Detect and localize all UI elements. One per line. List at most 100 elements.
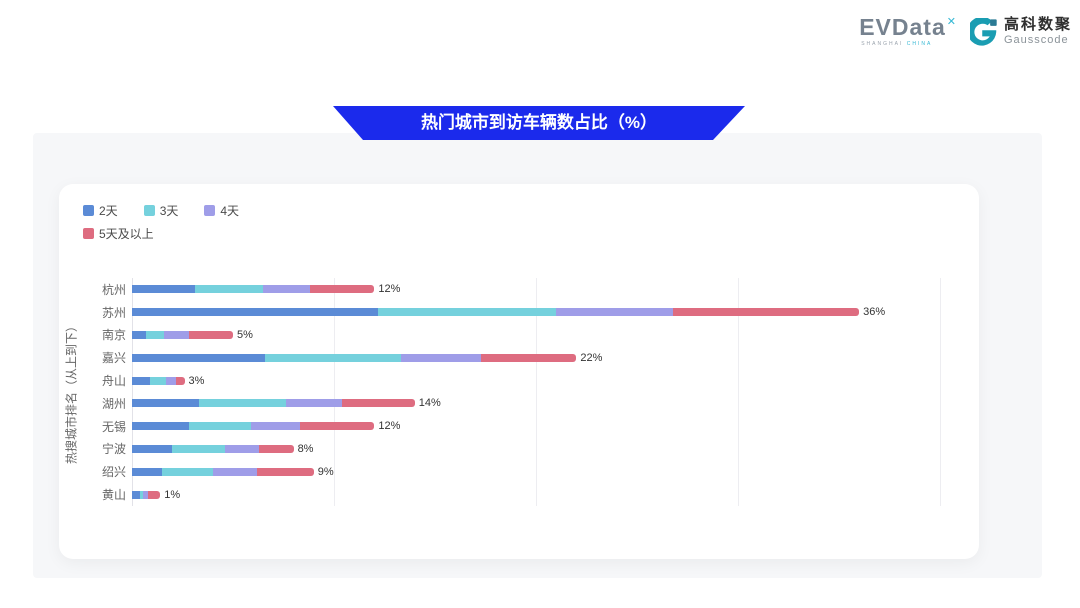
bar-segment-2天 bbox=[132, 353, 266, 362]
evdata-x-icon: ✕ bbox=[946, 16, 956, 28]
total-value-label: 1% bbox=[164, 488, 181, 501]
legend-item-5天及以上[interactable]: 5天及以上 bbox=[83, 225, 154, 242]
bar-segment-2天 bbox=[132, 308, 379, 317]
stacked-bar bbox=[132, 444, 294, 453]
evdata-text: EVData bbox=[859, 14, 946, 40]
chart-row-绍兴: 绍兴 9% bbox=[102, 460, 968, 483]
category-label: 苏州 bbox=[101, 305, 126, 320]
bar-segment-3天 bbox=[198, 399, 286, 408]
bar-segment-4天 bbox=[251, 422, 300, 431]
total-value-label: 12% bbox=[378, 420, 401, 433]
stacked-bar bbox=[132, 399, 415, 408]
category-label: 嘉兴 bbox=[101, 351, 126, 366]
category-label: 湖州 bbox=[101, 396, 126, 411]
chart-row-无锡: 无锡 12% bbox=[102, 415, 968, 438]
legend-swatch bbox=[83, 228, 94, 239]
total-value-label: 8% bbox=[297, 442, 314, 455]
gausscode-en-name: Gausscode bbox=[1003, 33, 1069, 46]
gridline-10 bbox=[334, 278, 335, 506]
legend-label: 2天 bbox=[99, 204, 118, 218]
gausscode-logo: 高科数聚 Gausscode bbox=[969, 17, 1072, 46]
bar-segment-3天 bbox=[378, 308, 557, 317]
gausscode-cn-name: 高科数聚 bbox=[1003, 16, 1072, 34]
bar-segment-5天及以上 bbox=[342, 399, 415, 408]
stacked-bar bbox=[132, 376, 185, 385]
bar-segment-4天 bbox=[263, 285, 310, 294]
bar-segment-2天 bbox=[132, 330, 147, 339]
stacked-bar bbox=[132, 422, 375, 431]
legend-swatch bbox=[204, 205, 216, 216]
stacked-bar bbox=[132, 330, 233, 339]
legend-item-4天[interactable]: 4天 bbox=[204, 202, 239, 219]
bar-segment-5天及以上 bbox=[148, 490, 161, 499]
category-label: 南京 bbox=[101, 328, 126, 343]
gausscode-g-icon bbox=[969, 17, 997, 46]
legend-label: 4天 bbox=[220, 204, 240, 218]
stacked-bar bbox=[132, 467, 314, 476]
total-value-label: 9% bbox=[317, 465, 334, 478]
total-value-label: 12% bbox=[378, 283, 401, 296]
category-label: 杭州 bbox=[101, 282, 126, 297]
bar-segment-2天 bbox=[132, 376, 151, 385]
chart-row-杭州: 杭州 12% bbox=[102, 278, 968, 301]
total-value-label: 5% bbox=[236, 328, 253, 341]
category-label: 舟山 bbox=[101, 374, 126, 389]
bar-segment-5天及以上 bbox=[259, 444, 294, 453]
stacked-bar bbox=[132, 353, 577, 362]
bar-segment-3天 bbox=[265, 353, 401, 362]
bar-segment-3天 bbox=[150, 376, 167, 385]
bar-segment-2天 bbox=[132, 399, 199, 408]
bar-segment-4天 bbox=[164, 330, 189, 339]
legend-item-3天[interactable]: 3天 bbox=[143, 202, 179, 219]
bar-segment-4天 bbox=[285, 399, 343, 408]
bar-segment-3天 bbox=[172, 444, 225, 453]
bar-segment-5天及以上 bbox=[299, 422, 375, 431]
legend-item-2天[interactable]: 2天 bbox=[83, 202, 118, 219]
bar-segment-2天 bbox=[132, 444, 173, 453]
plot-area: 杭州 12% 苏州 36% 南京 5% 嘉兴 22% 舟山 3% 湖州 14% 无锡 12% 宁波 8% 绍兴 9… bbox=[102, 278, 968, 506]
bar-segment-2天 bbox=[132, 467, 163, 476]
evdata-subtext-left: SHANGHAI bbox=[861, 41, 904, 47]
bar-segment-3天 bbox=[146, 330, 165, 339]
legend-label: 3天 bbox=[159, 204, 179, 218]
chart-title-banner: 热门城市到访车辆数占比（%） bbox=[333, 106, 745, 140]
bar-segment-4天 bbox=[556, 308, 674, 317]
bar-segment-5天及以上 bbox=[176, 376, 185, 385]
total-value-label: 22% bbox=[580, 351, 603, 364]
bar-segment-5天及以上 bbox=[188, 330, 233, 339]
chart-card: 2天 3天 4天 5天及以上 热搜城市排名（从上到下） 杭州 12% 苏州 36% 南京 5% 嘉… bbox=[59, 184, 979, 559]
bar-segment-5天及以上 bbox=[481, 353, 577, 362]
gausscode-text: 高科数聚 Gausscode bbox=[1004, 17, 1072, 46]
legend-swatch bbox=[143, 205, 155, 216]
gridline-30 bbox=[738, 278, 739, 506]
stacked-bar bbox=[132, 490, 161, 499]
bar-segment-4天 bbox=[143, 490, 149, 499]
bar-segment-5天及以上 bbox=[257, 467, 314, 476]
stacked-bar bbox=[132, 308, 860, 317]
bar-segment-4天 bbox=[224, 444, 260, 453]
chart-row-苏州: 苏州 36% bbox=[102, 301, 968, 324]
y-axis-line bbox=[132, 278, 133, 506]
chart-row-湖州: 湖州 14% bbox=[102, 392, 968, 415]
bar-segment-3天 bbox=[188, 422, 252, 431]
evdata-subtext-right: CHINA bbox=[906, 41, 933, 47]
bar-segment-3天 bbox=[140, 490, 144, 499]
evdata-logo: EVData✕ SHANGHAI CHINA bbox=[859, 16, 956, 47]
brand-area: EVData✕ SHANGHAI CHINA 高科数聚 Gausscode bbox=[859, 16, 1072, 47]
category-label: 绍兴 bbox=[101, 465, 126, 480]
chart-row-南京: 南京 5% bbox=[102, 324, 968, 347]
evdata-subtext: SHANGHAI CHINA bbox=[861, 42, 932, 47]
bar-segment-2天 bbox=[132, 490, 141, 499]
legend-label: 5天及以上 bbox=[99, 227, 154, 241]
bar-segment-3天 bbox=[194, 285, 264, 294]
bar-segment-4天 bbox=[166, 376, 177, 385]
bar-segment-2天 bbox=[132, 422, 189, 431]
evdata-wordmark: EVData✕ bbox=[859, 16, 956, 39]
total-value-label: 36% bbox=[863, 306, 886, 319]
gridline-40 bbox=[940, 278, 941, 506]
chart-legend: 2天 3天 4天 5天及以上 bbox=[83, 202, 315, 242]
bar-segment-3天 bbox=[162, 467, 213, 476]
bar-segment-4天 bbox=[400, 353, 482, 362]
bar-segment-5天及以上 bbox=[673, 308, 860, 317]
